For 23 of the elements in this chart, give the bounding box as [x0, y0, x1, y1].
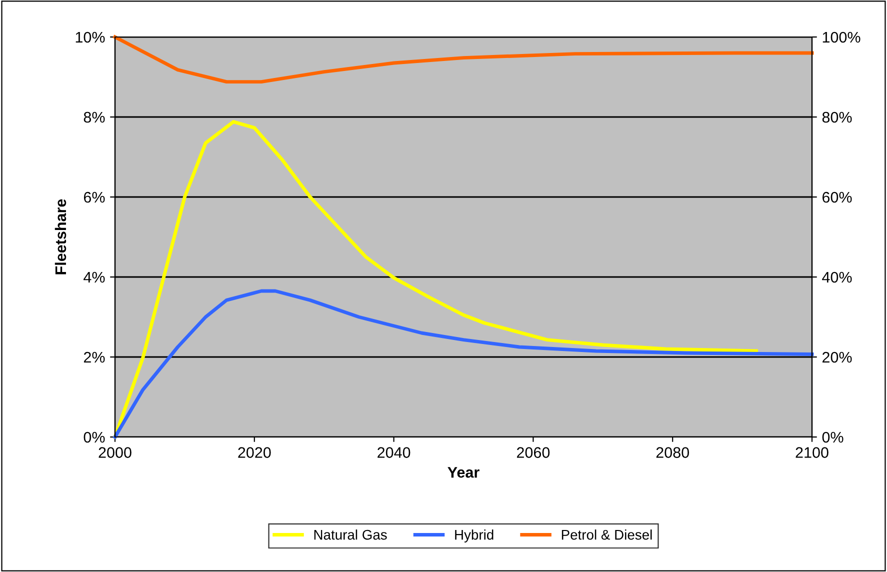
y2-tick-label: 0%: [822, 432, 844, 443]
y-tick-label: 6%: [84, 192, 105, 203]
legend-label: Hybrid: [455, 530, 494, 542]
y-tick-label: 0%: [84, 432, 105, 443]
legend-label: Petrol & Diesel: [562, 530, 652, 540]
legend-label: Natural Gas: [314, 530, 387, 540]
y2-tick-label: 20%: [822, 352, 852, 363]
x-tick-label: 2100: [796, 447, 828, 458]
x-tick-label: 2000: [98, 447, 132, 458]
y-tick-label: 2%: [84, 352, 105, 363]
y-tick-label: 4%: [84, 272, 105, 283]
x-axis-title: Year: [448, 467, 480, 478]
y2-tick-label: 60%: [822, 192, 852, 203]
y2-tick-label: 80%: [822, 112, 852, 123]
y-tick-label: 8%: [84, 112, 105, 123]
y2-tick-label: 100%: [822, 32, 860, 43]
x-tick-label: 2080: [656, 447, 689, 458]
y2-tick-label: 40%: [822, 272, 852, 283]
y-axis-title: Fleetshare: [54, 199, 66, 274]
x-tick-label: 2040: [378, 447, 410, 458]
x-tick-label: 2020: [238, 447, 271, 458]
x-tick-label: 2060: [516, 447, 550, 458]
y-tick-label: 10%: [76, 32, 105, 43]
